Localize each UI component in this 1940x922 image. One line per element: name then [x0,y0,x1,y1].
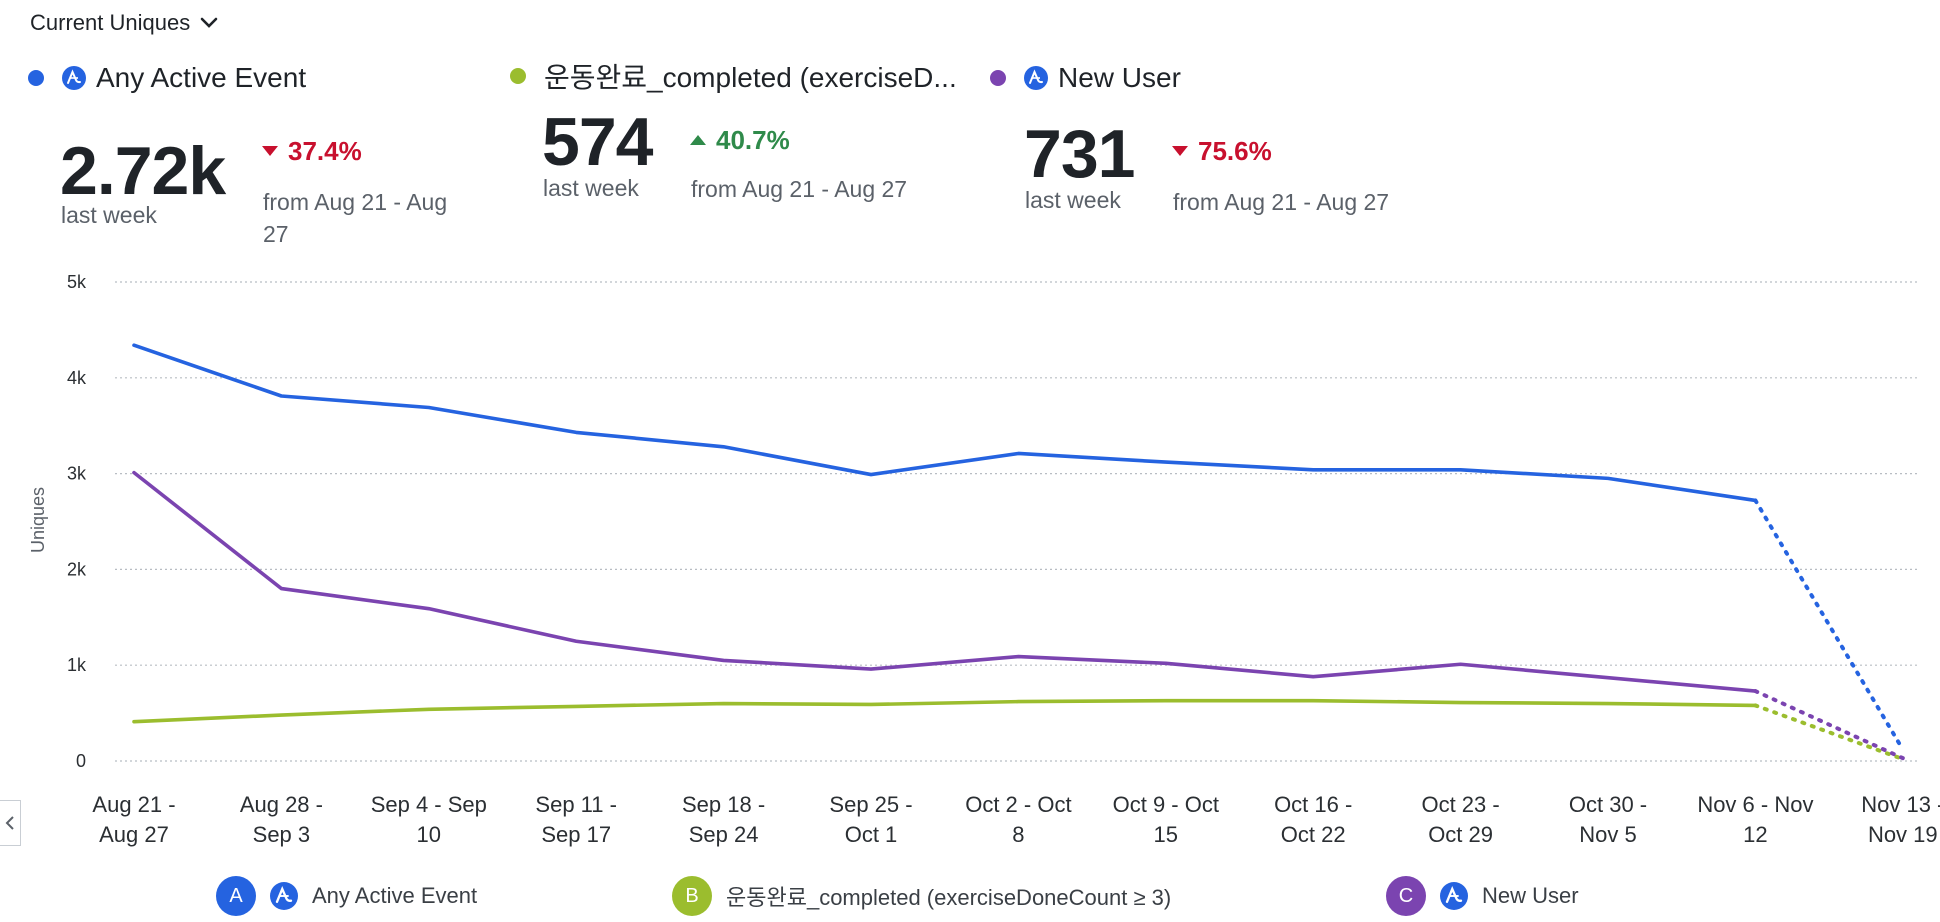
x-tick-label: Sep 18 -Sep 24 [682,792,765,847]
summary-from: from Aug 21 - Aug 27 [1173,189,1390,215]
legend-label: New User [1482,883,1579,908]
summary-value: 2.72k [60,133,226,209]
x-tick-label: Oct 23 -Oct 29 [1421,792,1499,847]
triangle-down-icon [1172,146,1188,156]
x-axis: Aug 21 -Aug 27 Aug 28 -Sep 3 Sep 4 - Sep 10… [92,792,1940,847]
line-chart: 0 1k 2k 3k 4k 5k Uniques Aug 21 -Aug 27 Aug 28… [28,272,1940,847]
y-tick-label: 3k [67,464,87,484]
summary-change: 40.7% [690,125,790,156]
x-tick-label: Oct 9 - Oct 15 [1113,792,1219,847]
summary-from: from Aug 21 - Aug 27 [691,176,908,202]
y-tick-label: 1k [67,655,87,675]
legend-label: Any Active Event [312,883,478,908]
amplitude-icon [1024,66,1048,90]
series-line-incomplete-a [1753,498,1905,752]
summary-value: 574 [542,104,653,180]
summary-value: 731 [1024,116,1135,192]
series-line-incomplete-c [1753,689,1905,761]
amplitude-icon [270,882,298,910]
series-lines [132,343,1905,762]
collapse-panel-button[interactable] [0,800,21,846]
legend-item-c[interactable]: C New User [1386,876,1579,916]
chevron-left-icon [5,816,14,830]
x-tick-label: Aug 21 -Aug 27 [92,792,175,847]
series-line-b [132,698,1758,724]
series-badge-a: A [216,876,256,916]
series-badge-b: B [672,876,712,916]
summary-new-user: New User [990,62,1181,94]
summary-any-active-event: Any Active Event [28,62,306,94]
x-tick-label: Sep 11 -Sep 17 [535,792,617,847]
summary-from: from Aug 21 - Aug 27 [263,189,448,247]
summary-period: last week [1025,187,1121,213]
y-tick-label: 0 [76,751,86,771]
x-tick-label: Oct 2 - Oct 8 [965,792,1071,847]
legend-item-b[interactable]: B 운동완료_completed (exerciseDoneCount ≥ 3) [672,876,1171,916]
amplitude-icon [62,66,86,90]
summary-name: New User [1058,62,1181,93]
x-tick-label: Nov 6 - Nov 12 [1697,792,1813,847]
y-axis: 0 1k 2k 3k 4k 5k [67,272,87,771]
y-tick-label: 2k [67,559,87,579]
series-line-incomplete-b [1753,703,1905,762]
summary-exercise-completed: 운동완료_completed (exerciseD... [510,56,957,96]
triangle-up-icon [690,135,706,145]
x-tick-label: Nov 13 -Nov 19 [1861,792,1940,847]
series-dot [510,68,526,84]
y-tick-label: 4k [67,368,87,388]
summary-change: 37.4% [262,136,362,167]
chevron-down-icon [200,17,218,28]
x-tick-label: Oct 16 -Oct 22 [1274,792,1352,847]
x-tick-label: Sep 4 - Sep 10 [371,792,487,847]
summary-name: Any Active Event [96,62,307,93]
summary-period: last week [543,175,639,201]
series-badge-c: C [1386,876,1426,916]
legend-label: 운동완료_completed (exerciseDoneCount ≥ 3) [726,885,1172,910]
y-axis-label: Uniques [28,487,48,553]
legend-item-a[interactable]: A Any Active Event [216,876,477,916]
amplitude-icon [1440,882,1468,910]
metric-dropdown[interactable]: Current Uniques [30,10,218,36]
gridlines [115,281,1920,762]
x-tick-label: Aug 28 -Sep 3 [240,792,323,847]
triangle-down-icon [262,146,278,156]
series-dot [990,70,1006,86]
metric-dropdown-label: Current Uniques [30,10,191,35]
y-tick-label: 5k [67,272,87,292]
x-tick-label: Oct 30 -Nov 5 [1569,792,1647,847]
series-line-c [132,470,1758,693]
summary-name: 운동완료_completed (exerciseD... [544,62,957,93]
x-tick-label: Sep 25 -Oct 1 [829,792,912,847]
summary-period: last week [61,202,157,228]
series-dot [28,70,44,86]
summary-change: 75.6% [1172,136,1272,167]
series-line-a [132,343,1758,503]
